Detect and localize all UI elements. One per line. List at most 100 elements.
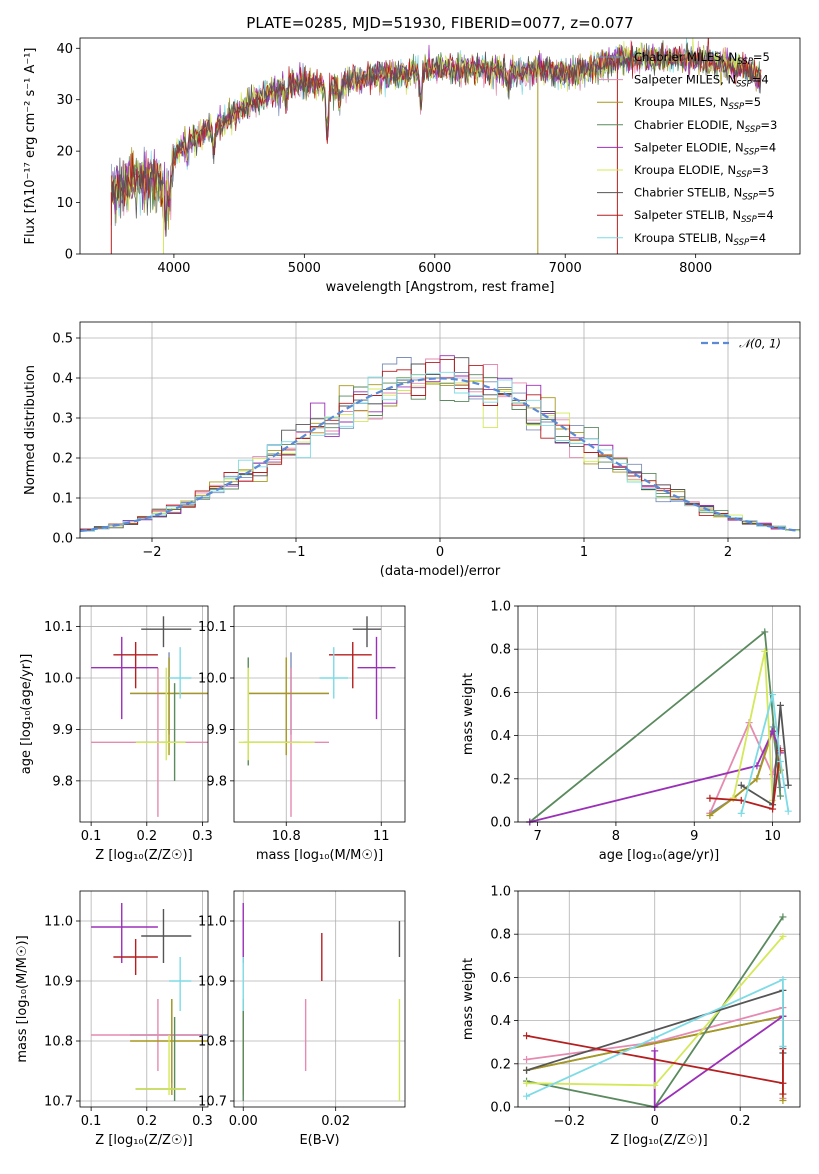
weight-marker-ss — [776, 747, 784, 755]
mass-vs-ebv-panel: 0.00 0.02 10.7 10.8 10.9 11.0 E(B-V) — [198, 890, 406, 1148]
weight-marker-ks — [776, 758, 784, 766]
x-tick-label: 8000 — [679, 261, 712, 276]
age-vs-mass-panel: 10.8 11 9.8 9.9 10.0 10.1 mass [log₁₀(M/M☉)] — [198, 605, 406, 863]
y-axis-label: mass weight — [461, 958, 476, 1040]
figure-title: PLATE=0285, MJD=51930, FIBERID=0077, z=0… — [246, 14, 633, 32]
weight-line-cs — [740, 705, 790, 807]
weight-marker-ks — [784, 807, 792, 815]
weight-line-ks — [740, 694, 790, 814]
y-tick-label: 30 — [56, 93, 73, 108]
y-tick-label: 9.8 — [52, 774, 73, 789]
y-tick-label: 9.8 — [206, 774, 227, 789]
age-vs-metallicity-panel: 0.1 0.2 0.3 9.8 9.9 10.0 10.1 Z [log₁₀(Z/Z☉)] ag… — [19, 605, 213, 863]
x-tick-label: −1 — [286, 545, 305, 560]
weight-marker-ce — [761, 628, 769, 636]
weight-marker-ss — [523, 1032, 531, 1040]
weight-marker-ss — [769, 805, 777, 813]
y-tick-label: 1.0 — [490, 885, 511, 900]
plot-frame — [233, 890, 406, 1108]
x-tick-label: 0.2 — [136, 1114, 157, 1129]
weight-marker-ks — [651, 1034, 659, 1042]
x-axis-label: wavelength [Angstrom, rest frame] — [326, 280, 555, 295]
x-tick-label: 10.8 — [272, 829, 301, 844]
weight-marker-cs — [523, 1066, 531, 1074]
weight-marker-ke — [779, 932, 787, 940]
weight-marker-ce — [779, 913, 787, 921]
y-tick-label: 10.8 — [44, 1035, 73, 1050]
weight-vs-metallicity-panel: −0.2 0 0.2 0.0 0.2 0.4 0.6 0.8 1.0 Z [log₁₀(Z/Z☉)… — [461, 885, 801, 1148]
y-tick-label: 0.6 — [490, 971, 511, 986]
weight-marker-cs — [776, 701, 784, 709]
y-tick-label: 10.1 — [198, 620, 227, 635]
x-tick-label: 0.02 — [321, 1114, 350, 1129]
weight-marker-ke — [761, 647, 769, 655]
x-tick-label: 7 — [533, 829, 541, 844]
y-tick-label: 9.9 — [52, 723, 73, 738]
legend-entry-ks: Kroupa STELIB, NSSP=4 — [634, 231, 766, 248]
weight-marker-km — [779, 1097, 787, 1105]
y-tick-label: 0.0 — [52, 532, 73, 547]
weight-marker-cs — [784, 781, 792, 789]
y-tick-label: 10 — [56, 196, 73, 211]
mass-vs-metallicity-panel: 0.1 0.2 0.3 10.7 10.8 10.9 11.0 Z [log₁₀(Z/Z☉)]… — [15, 890, 213, 1148]
x-tick-label: 9 — [690, 829, 698, 844]
y-tick-label: 40 — [56, 42, 73, 57]
spectrum-panel: 4000 5000 6000 7000 8000 0 10 20 30 40 wavelength … — [23, 37, 801, 295]
weight-marker-se — [651, 1047, 659, 1055]
y-tick-label: 0.1 — [52, 492, 73, 507]
plot-frame — [517, 605, 801, 823]
x-tick-label: 0.1 — [81, 829, 102, 844]
y-tick-label: 10.0 — [198, 672, 227, 687]
y-tick-label: 20 — [56, 145, 73, 160]
x-tick-label: 0 — [436, 545, 444, 560]
y-tick-label: 0.3 — [52, 412, 73, 427]
y-tick-label: 10.0 — [44, 672, 73, 687]
weight-marker-ks — [769, 691, 777, 699]
spectrum-series-cs — [110, 42, 762, 237]
legend-entry-ce: Chabrier ELODIE, NSSP=3 — [634, 118, 777, 135]
legend-entry-ke: Kroupa ELODIE, NSSP=3 — [634, 163, 769, 180]
legend-entry-cm: Chabrier MILES, NSSP=5 — [634, 50, 770, 67]
weight-marker-ss — [706, 794, 714, 802]
residuals-panel: −2 −1 0 1 2 0.0 0.1 0.2 0.3 0.4 0.5 (data-model)/er… — [23, 321, 801, 579]
x-tick-label: −0.2 — [553, 1114, 585, 1129]
x-axis-label: Z [log₁₀(Z/Z☉)] — [95, 848, 192, 863]
y-tick-label: 10.8 — [198, 1035, 227, 1050]
x-axis-label: mass [log₁₀(M/M☉)] — [256, 848, 383, 863]
x-tick-label: 10 — [764, 829, 781, 844]
weight-line-se — [529, 728, 782, 823]
x-tick-label: 0 — [651, 1114, 659, 1129]
y-axis-label: mass [log₁₀(M/M☉)] — [15, 935, 30, 1062]
weight-marker-sm — [523, 1055, 531, 1063]
weight-marker-ss — [779, 1090, 787, 1098]
weight-marker-ce — [776, 792, 784, 800]
legend-entry-km: Kroupa MILES, NSSP=5 — [634, 95, 761, 112]
weight-marker-ss — [779, 1079, 787, 1087]
x-tick-label: 11 — [373, 829, 390, 844]
y-tick-label: 11.0 — [44, 915, 73, 930]
x-tick-label: 0.2 — [730, 1114, 751, 1129]
legend-entry-normal: 𝒩(0, 1) — [739, 337, 781, 351]
y-tick-label: 11.0 — [198, 915, 227, 930]
y-tick-label: 0.0 — [490, 1101, 511, 1116]
x-tick-label: 5000 — [288, 261, 321, 276]
y-tick-label: 0.2 — [490, 772, 511, 787]
x-axis-label: Z [log₁₀(Z/Z☉)] — [95, 1133, 192, 1148]
legend-entry-sm: Salpeter MILES, NSSP=4 — [634, 73, 769, 90]
weight-line-ce — [529, 630, 782, 823]
x-tick-label: 6000 — [418, 261, 451, 276]
x-axis-label: age [log₁₀(age/yr)] — [599, 848, 720, 863]
weight-line-ss — [526, 1034, 784, 1094]
weight-marker-ke — [523, 1079, 531, 1087]
weight-marker-ss — [737, 796, 745, 804]
plot-frame — [517, 890, 801, 1108]
x-tick-label: 2 — [724, 545, 732, 560]
y-tick-label: 0.5 — [52, 332, 73, 347]
y-tick-label: 10.7 — [198, 1095, 227, 1110]
y-tick-label: 0.6 — [490, 686, 511, 701]
weight-marker-ks — [779, 976, 787, 984]
y-tick-label: 10.1 — [44, 620, 73, 635]
weight-line-ss — [709, 750, 782, 811]
y-tick-label: 0.8 — [490, 928, 511, 943]
x-tick-label: 0.1 — [81, 1114, 102, 1129]
